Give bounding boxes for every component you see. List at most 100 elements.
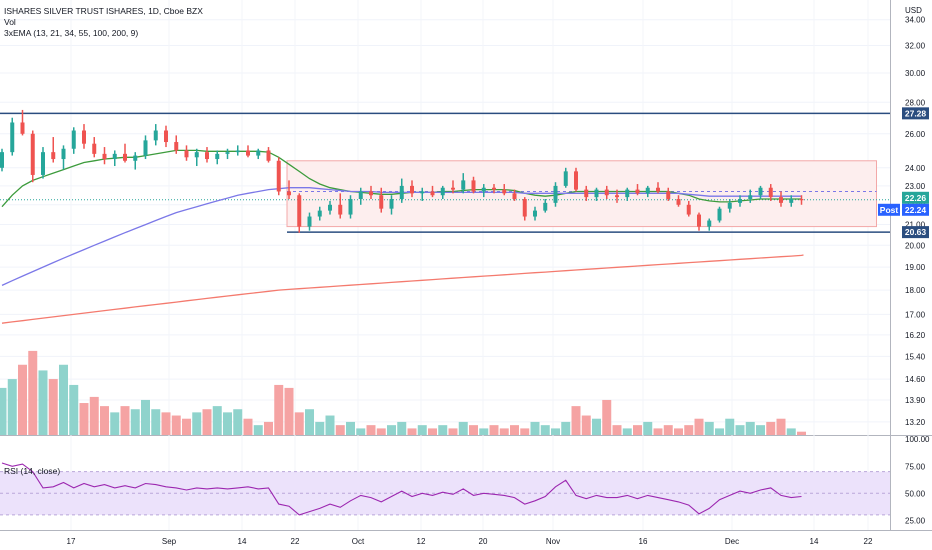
price-tick-label: 14.60 [905, 375, 926, 384]
volume-bar [305, 409, 314, 435]
volume-bar [510, 425, 519, 435]
price-tick-label: 28.00 [905, 98, 926, 107]
volume-bar [428, 428, 437, 435]
price-tick-label: 15.40 [905, 352, 926, 361]
candle [461, 173, 466, 194]
candle-body [707, 220, 712, 227]
candle-body [645, 187, 650, 194]
candle-body [256, 150, 261, 156]
candle [369, 185, 373, 200]
candle [727, 199, 732, 213]
candle [297, 193, 302, 233]
candle-body [727, 202, 732, 209]
time-tick-label: 20 [479, 537, 488, 546]
volume-bar [48, 379, 58, 435]
volume-bar [212, 406, 222, 435]
volume-bar [202, 409, 212, 435]
rsi-tick-label: 100.00 [905, 435, 930, 444]
time-tick-label: 12 [417, 537, 426, 546]
candle-body [563, 171, 568, 186]
candle [779, 191, 783, 207]
label-last-price-bg [902, 191, 929, 204]
candle [584, 185, 589, 201]
volume-bar [715, 428, 724, 435]
candle [492, 184, 496, 194]
volume-bar [397, 421, 407, 435]
volume-bar [622, 428, 632, 435]
rsi-line [1, 462, 802, 516]
candle [153, 124, 158, 146]
candle-body [522, 199, 527, 217]
candle-body [656, 187, 660, 192]
candle-body [676, 199, 681, 205]
candle-body [205, 152, 209, 160]
label-post-tag-bg [878, 203, 900, 216]
candle-body [748, 195, 753, 200]
candle [246, 145, 250, 158]
volume-bar [294, 412, 304, 435]
candle [379, 187, 384, 213]
volume-bar [264, 421, 273, 435]
volume-bar [653, 428, 663, 435]
volume-bar [663, 425, 673, 435]
volume-bar [684, 425, 694, 435]
volume-bar [130, 409, 140, 435]
volume-bar [243, 418, 253, 435]
volume-bar [376, 428, 386, 435]
volume-bar [530, 421, 540, 435]
candle-body [102, 153, 107, 160]
candle [276, 157, 281, 196]
volume-bar [151, 409, 161, 435]
candle [82, 124, 86, 149]
legend-volume: Vol [4, 17, 16, 27]
candle [174, 135, 179, 154]
candle [235, 145, 240, 156]
rsi-tick-label: 25.00 [905, 516, 926, 525]
candle [338, 193, 343, 219]
candle-body [164, 130, 168, 143]
candle-body [328, 204, 332, 211]
volume-bar [120, 406, 130, 435]
volume-bar [7, 379, 17, 435]
candle-body [799, 199, 804, 201]
candle-body [307, 216, 312, 227]
volume-bar [223, 412, 232, 435]
volume-bar [469, 425, 478, 435]
volume-bar [253, 425, 263, 435]
volume-bar [59, 364, 68, 435]
volume-bar [182, 418, 191, 435]
price-tick-label: 21.00 [905, 221, 926, 230]
price-tick-label: 18.00 [905, 286, 926, 295]
price-tick-label: 30.00 [905, 69, 926, 78]
candle [10, 117, 15, 156]
candle-body [492, 187, 496, 190]
candle-body [143, 140, 148, 156]
candle [307, 212, 312, 231]
candle-body [461, 180, 466, 190]
candle-body [215, 153, 220, 160]
candle-body [379, 195, 384, 209]
candle [553, 182, 558, 207]
candle [758, 185, 763, 200]
candle-body [738, 199, 742, 203]
volume-bar [592, 418, 601, 435]
volume-bar [448, 428, 458, 435]
candle [768, 184, 773, 201]
candle [0, 148, 4, 172]
candle [225, 148, 230, 160]
candle [328, 200, 332, 215]
price-tick-label: 26.00 [905, 130, 926, 139]
candle-body [317, 210, 322, 217]
candle [317, 206, 322, 221]
candle-body [61, 148, 66, 160]
candle-body [512, 193, 517, 200]
candle-body [123, 153, 127, 161]
candle [676, 195, 681, 207]
volume-bar [797, 431, 806, 435]
candle [625, 187, 630, 201]
candle [102, 147, 107, 165]
candle-body [481, 187, 486, 192]
candle [522, 197, 527, 221]
candle [205, 147, 209, 163]
